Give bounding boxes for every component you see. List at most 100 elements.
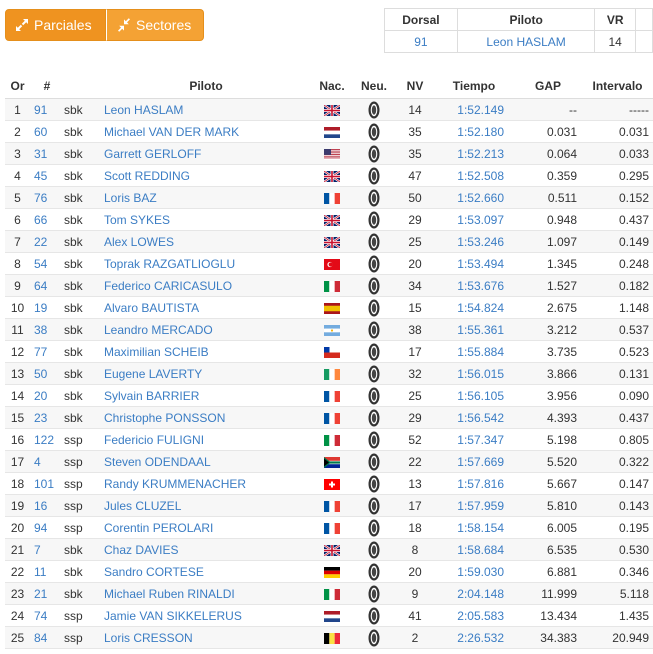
lap-time[interactable]: 2:26.532 <box>434 626 514 649</box>
lap-time[interactable]: 1:53.676 <box>434 274 514 297</box>
rider-number[interactable]: 64 <box>30 274 64 297</box>
lap-time[interactable]: 1:52.213 <box>434 142 514 165</box>
rider-number[interactable]: 76 <box>30 186 64 209</box>
rider-name[interactable]: Corentin PEROLARI <box>100 516 312 539</box>
lap-time[interactable]: 1:57.347 <box>434 428 514 451</box>
rider-number[interactable]: 74 <box>30 604 64 627</box>
rider-number[interactable]: 45 <box>30 164 64 187</box>
lap-time[interactable]: 1:59.030 <box>434 560 514 583</box>
rider-number[interactable]: 122 <box>30 428 64 451</box>
rider-number[interactable]: 94 <box>30 516 64 539</box>
table-row[interactable]: 20 94 ssp Corentin PEROLARI 18 1:58.154 6.005 0… <box>5 516 653 539</box>
rider-number[interactable]: 91 <box>30 98 64 121</box>
lap-time[interactable]: 1:53.494 <box>434 252 514 275</box>
table-row[interactable]: 5 76 sbk Loris BAZ 50 1:52.660 0.511 0.152 <box>5 186 653 209</box>
rider-name[interactable]: Loris CRESSON <box>100 626 312 649</box>
rider-number[interactable]: 60 <box>30 120 64 143</box>
lap-time[interactable]: 1:52.660 <box>434 186 514 209</box>
table-row[interactable]: 13 50 sbk Eugene LAVERTY 32 1:56.015 3.866 0.13… <box>5 362 653 385</box>
rider-name[interactable]: Alvaro BAUTISTA <box>100 296 312 319</box>
lap-time[interactable]: 2:04.148 <box>434 582 514 605</box>
lap-time[interactable]: 1:58.684 <box>434 538 514 561</box>
lap-time[interactable]: 1:55.361 <box>434 318 514 341</box>
table-row[interactable]: 9 64 sbk Federico CARICASULO 34 1:53.676 1.527… <box>5 274 653 297</box>
table-row[interactable]: 19 16 ssp Jules CLUZEL 17 1:57.959 5.810 0.143 <box>5 494 653 517</box>
rider-number[interactable]: 84 <box>30 626 64 649</box>
rider-name[interactable]: Maximilian SCHEIB <box>100 340 312 363</box>
rider-name[interactable]: Tom SYKES <box>100 208 312 231</box>
rider-name[interactable]: Scott REDDING <box>100 164 312 187</box>
rider-name[interactable]: Jamie VAN SIKKELERUS <box>100 604 312 627</box>
table-row[interactable]: 18 101 ssp Randy KRUMMENACHER 13 1:57.816 5.66… <box>5 472 653 495</box>
table-row[interactable]: 3 31 sbk Garrett GERLOFF 35 1:52.213 0.064 0.03… <box>5 142 653 165</box>
rider-name[interactable]: Chaz DAVIES <box>100 538 312 561</box>
lap-time[interactable]: 1:52.180 <box>434 120 514 143</box>
rider-number[interactable]: 38 <box>30 318 64 341</box>
rider-number[interactable]: 19 <box>30 296 64 319</box>
rider-number[interactable]: 23 <box>30 406 64 429</box>
parciales-button[interactable]: Parciales <box>5 9 106 41</box>
lap-time[interactable]: 1:57.959 <box>434 494 514 517</box>
table-row[interactable]: 1 91 sbk Leon HASLAM 14 1:52.149 -- ----- <box>5 98 653 121</box>
rider-name[interactable]: Christophe PONSSON <box>100 406 312 429</box>
table-row[interactable]: 10 19 sbk Alvaro BAUTISTA 15 1:54.824 2.675 1.1… <box>5 296 653 319</box>
lap-time[interactable]: 1:55.884 <box>434 340 514 363</box>
lap-time[interactable]: 1:56.105 <box>434 384 514 407</box>
rider-name[interactable]: Toprak RAZGATLIOGLU <box>100 252 312 275</box>
lap-time[interactable]: 1:54.824 <box>434 296 514 319</box>
rider-number[interactable]: 4 <box>30 450 64 473</box>
table-row[interactable]: 4 45 sbk Scott REDDING 47 1:52.508 0.359 0.295 <box>5 164 653 187</box>
rider-name[interactable]: Leandro MERCADO <box>100 318 312 341</box>
rider-number[interactable]: 101 <box>30 472 64 495</box>
rider-number[interactable]: 7 <box>30 538 64 561</box>
lap-time[interactable]: 1:52.149 <box>434 98 514 121</box>
rider-number[interactable]: 21 <box>30 582 64 605</box>
rider-number[interactable]: 31 <box>30 142 64 165</box>
rider-number[interactable]: 16 <box>30 494 64 517</box>
table-row[interactable]: 22 11 sbk Sandro CORTESE 20 1:59.030 6.881 0.34… <box>5 560 653 583</box>
lap-time[interactable]: 1:56.015 <box>434 362 514 385</box>
lap-time[interactable]: 1:53.246 <box>434 230 514 253</box>
sectores-button[interactable]: Sectores <box>106 9 204 41</box>
table-row[interactable]: 17 4 ssp Steven ODENDAAL 22 1:57.669 5.520 0.32… <box>5 450 653 473</box>
table-row[interactable]: 2 60 sbk Michael VAN DER MARK 35 1:52.180 0.03… <box>5 120 653 143</box>
rider-name[interactable]: Leon HASLAM <box>100 98 312 121</box>
rider-name[interactable]: Federico CARICASULO <box>100 274 312 297</box>
rider-number[interactable]: 66 <box>30 208 64 231</box>
rider-name[interactable]: Randy KRUMMENACHER <box>100 472 312 495</box>
rider-number[interactable]: 20 <box>30 384 64 407</box>
lap-time[interactable]: 1:57.816 <box>434 472 514 495</box>
table-row[interactable]: 24 74 ssp Jamie VAN SIKKELERUS 41 2:05.583 13.… <box>5 604 653 627</box>
rider-name[interactable]: Garrett GERLOFF <box>100 142 312 165</box>
rider-name[interactable]: Sandro CORTESE <box>100 560 312 583</box>
rider-number[interactable]: 11 <box>30 560 64 583</box>
rider-name[interactable]: Alex LOWES <box>100 230 312 253</box>
rider-name[interactable]: Michael VAN DER MARK <box>100 120 312 143</box>
table-row[interactable]: 12 77 sbk Maximilian SCHEIB 17 1:55.884 3.735 0… <box>5 340 653 363</box>
rider-name[interactable]: Jules CLUZEL <box>100 494 312 517</box>
lap-time[interactable]: 1:58.154 <box>434 516 514 539</box>
lap-time[interactable]: 1:53.097 <box>434 208 514 231</box>
current-dorsal[interactable]: 91 <box>384 30 458 53</box>
rider-number[interactable]: 77 <box>30 340 64 363</box>
current-piloto[interactable]: Leon HASLAM <box>456 30 596 53</box>
table-row[interactable]: 7 22 sbk Alex LOWES 25 1:53.246 1.097 0.149 <box>5 230 653 253</box>
table-row[interactable]: 8 54 sbk Toprak RAZGATLIOGLU 20 1:53.494 1.345… <box>5 252 653 275</box>
rider-name[interactable]: Federicio FULIGNI <box>100 428 312 451</box>
table-row[interactable]: 23 21 sbk Michael Ruben RINALDI 9 2:04.148 11.… <box>5 582 653 605</box>
rider-name[interactable]: Eugene LAVERTY <box>100 362 312 385</box>
lap-time[interactable]: 1:56.542 <box>434 406 514 429</box>
lap-time[interactable]: 2:05.583 <box>434 604 514 627</box>
table-row[interactable]: 21 7 sbk Chaz DAVIES 8 1:58.684 6.535 0.530 <box>5 538 653 561</box>
lap-time[interactable]: 1:57.669 <box>434 450 514 473</box>
table-row[interactable]: 11 38 sbk Leandro MERCADO 38 1:55.361 3.212 0.5… <box>5 318 653 341</box>
lap-time[interactable]: 1:52.508 <box>434 164 514 187</box>
table-row[interactable]: 15 23 sbk Christophe PONSSON 29 1:56.542 4.393… <box>5 406 653 429</box>
rider-number[interactable]: 50 <box>30 362 64 385</box>
table-row[interactable]: 14 20 sbk Sylvain BARRIER 25 1:56.105 3.956 0.0… <box>5 384 653 407</box>
rider-name[interactable]: Sylvain BARRIER <box>100 384 312 407</box>
table-row[interactable]: 16 122 ssp Federicio FULIGNI 52 1:57.347 5.198… <box>5 428 653 451</box>
rider-name[interactable]: Loris BAZ <box>100 186 312 209</box>
rider-number[interactable]: 54 <box>30 252 64 275</box>
table-row[interactable]: 25 84 ssp Loris CRESSON 2 2:26.532 34.383 20.94… <box>5 626 653 649</box>
